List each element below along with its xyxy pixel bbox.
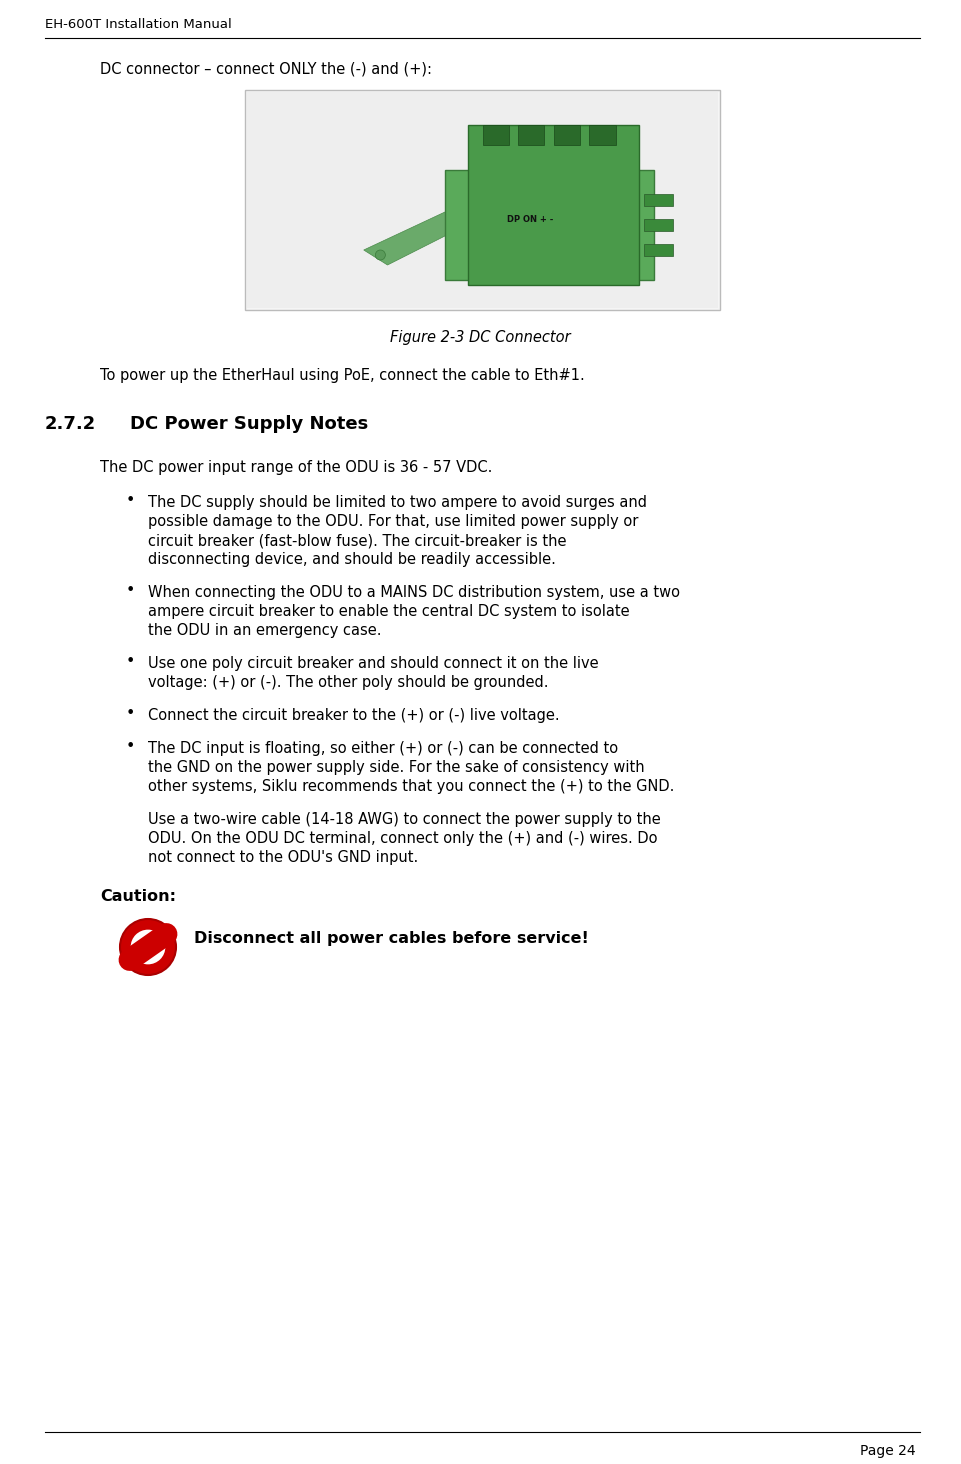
FancyBboxPatch shape (554, 124, 579, 145)
Text: possible damage to the ODU. For that, use limited power supply or: possible damage to the ODU. For that, us… (148, 514, 638, 529)
FancyBboxPatch shape (644, 195, 673, 206)
Text: The DC supply should be limited to two ampere to avoid surges and: The DC supply should be limited to two a… (148, 495, 647, 509)
Text: other systems, Siklu recommends that you connect the (+) to the GND.: other systems, Siklu recommends that you… (148, 779, 675, 793)
Text: Caution:: Caution: (100, 889, 176, 903)
Text: When connecting the ODU to a MAINS DC distribution system, use a two: When connecting the ODU to a MAINS DC di… (148, 586, 680, 600)
Text: the GND on the power supply side. For the sake of consistency with: the GND on the power supply side. For th… (148, 760, 645, 774)
Circle shape (131, 930, 165, 965)
Text: •: • (125, 706, 135, 720)
Text: Page 24: Page 24 (860, 1444, 916, 1458)
Text: •: • (125, 493, 135, 508)
Text: ODU. On the ODU DC terminal, connect only the (+) and (-) wires. Do: ODU. On the ODU DC terminal, connect onl… (148, 832, 657, 846)
Text: •: • (125, 654, 135, 669)
Text: Disconnect all power cables before service!: Disconnect all power cables before servi… (194, 931, 589, 947)
FancyBboxPatch shape (482, 124, 508, 145)
Text: ampere circuit breaker to enable the central DC system to isolate: ampere circuit breaker to enable the cen… (148, 605, 629, 619)
FancyBboxPatch shape (589, 124, 615, 145)
FancyBboxPatch shape (644, 220, 673, 231)
Text: EH-600T Installation Manual: EH-600T Installation Manual (45, 18, 232, 31)
Text: •: • (125, 739, 135, 754)
Text: DC Power Supply Notes: DC Power Supply Notes (130, 414, 368, 433)
FancyBboxPatch shape (245, 89, 720, 310)
Text: 2.7.2: 2.7.2 (45, 414, 96, 433)
Text: voltage: (+) or (-). The other poly should be grounded.: voltage: (+) or (-). The other poly shou… (148, 675, 549, 690)
Text: DP ON + -: DP ON + - (506, 215, 554, 224)
FancyBboxPatch shape (518, 124, 544, 145)
Text: disconnecting device, and should be readily accessible.: disconnecting device, and should be read… (148, 552, 555, 567)
Text: To power up the EtherHaul using PoE, connect the cable to Eth#1.: To power up the EtherHaul using PoE, con… (100, 367, 584, 384)
Text: DC connector – connect ONLY the (-) and (+):: DC connector – connect ONLY the (-) and … (100, 61, 432, 78)
Circle shape (376, 250, 385, 261)
Text: circuit breaker (fast-blow fuse). The circuit-breaker is the: circuit breaker (fast-blow fuse). The ci… (148, 533, 566, 548)
FancyBboxPatch shape (445, 170, 653, 280)
FancyBboxPatch shape (644, 244, 673, 256)
Text: The DC power input range of the ODU is 36 - 57 VDC.: The DC power input range of the ODU is 3… (100, 460, 492, 474)
Polygon shape (364, 190, 506, 265)
Text: not connect to the ODU's GND input.: not connect to the ODU's GND input. (148, 851, 418, 865)
Text: the ODU in an emergency case.: the ODU in an emergency case. (148, 624, 382, 638)
Text: Figure 2-3 DC Connector: Figure 2-3 DC Connector (390, 329, 570, 346)
Circle shape (120, 919, 176, 975)
Text: Use a two-wire cable (14-18 AWG) to connect the power supply to the: Use a two-wire cable (14-18 AWG) to conn… (148, 813, 661, 827)
Text: Use one poly circuit breaker and should connect it on the live: Use one poly circuit breaker and should … (148, 656, 599, 671)
Text: •: • (125, 583, 135, 597)
Text: The DC input is floating, so either (+) or (-) can be connected to: The DC input is floating, so either (+) … (148, 741, 618, 755)
FancyBboxPatch shape (468, 124, 639, 285)
FancyBboxPatch shape (247, 92, 718, 307)
Text: Connect the circuit breaker to the (+) or (-) live voltage.: Connect the circuit breaker to the (+) o… (148, 709, 559, 723)
